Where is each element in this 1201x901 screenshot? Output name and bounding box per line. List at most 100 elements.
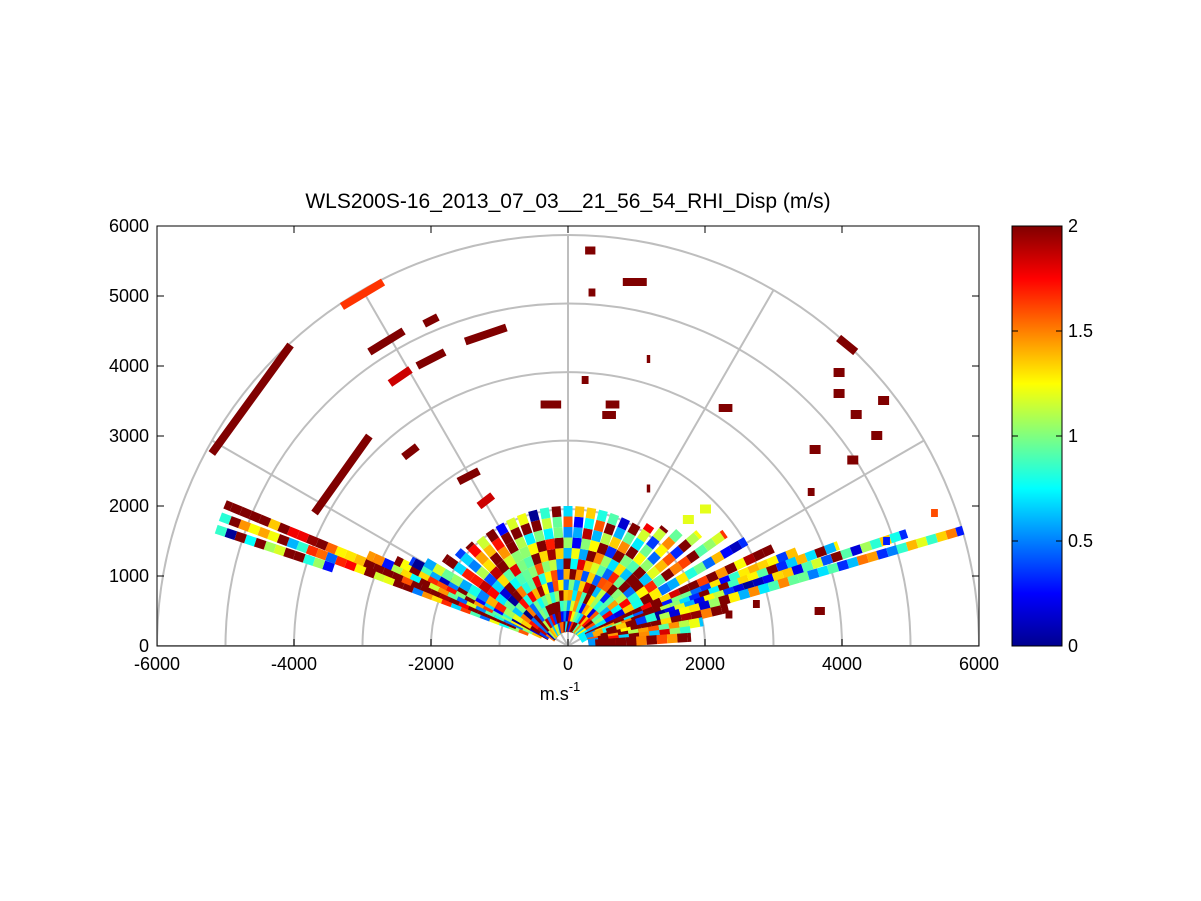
range-gate-cell	[325, 552, 338, 565]
range-gate-cell	[642, 523, 655, 534]
range-gate-cell	[483, 543, 497, 558]
range-gate-cell	[718, 574, 732, 588]
range-gate-cell	[606, 584, 620, 598]
range-gate-cell	[276, 534, 290, 547]
range-gate-cell	[510, 526, 523, 541]
range-gate-cell	[785, 556, 799, 569]
range-gate-cell	[515, 599, 529, 614]
range-gate-cell	[528, 509, 540, 523]
x-tick-label: -6000	[134, 654, 180, 674]
range-gate-cell	[719, 545, 734, 559]
range-gate-cell	[392, 577, 406, 590]
range-gate-cell	[756, 567, 770, 580]
range-gate-cell	[504, 580, 518, 595]
range-gate-cell	[576, 559, 588, 571]
range-gate-cell	[724, 562, 738, 575]
range-gate-cell	[497, 545, 511, 560]
range-gate-cell	[516, 584, 530, 598]
range-gate-cell	[925, 533, 939, 546]
range-gate-cell	[660, 617, 673, 629]
range-gate-cell	[688, 603, 701, 615]
range-gate-cell	[465, 541, 475, 551]
x-axis-label: m.s-1	[540, 679, 581, 704]
range-gate-cell	[717, 581, 731, 594]
range-gate-cell	[496, 560, 510, 574]
scattered-cell	[476, 492, 496, 510]
range-gate-cell	[437, 583, 451, 597]
range-gate-cell	[777, 577, 790, 589]
range-gate-cell	[582, 582, 595, 595]
range-gate-cell	[253, 537, 267, 550]
range-gate-cell	[613, 563, 627, 577]
scattered-cell	[422, 313, 440, 328]
scattered-cell	[847, 455, 859, 465]
range-gate-cell	[514, 536, 528, 550]
range-gate-cell	[801, 560, 814, 573]
range-gate-cell	[635, 586, 650, 600]
range-gate-cell	[648, 587, 663, 601]
range-gate-cell	[659, 628, 671, 639]
range-gate-cell	[737, 588, 751, 601]
range-gate-cell	[733, 557, 747, 571]
range-gate-cell	[652, 527, 667, 542]
range-gate-cell	[627, 592, 641, 606]
range-gate-cell	[334, 555, 348, 568]
range-gate-cell	[605, 638, 617, 646]
range-gate-cell	[711, 531, 725, 546]
range-gate-cell	[402, 580, 416, 593]
range-gate-cell	[419, 574, 433, 588]
range-gate-cell	[732, 583, 746, 596]
range-gate-cell	[431, 591, 445, 604]
range-gate-cell	[503, 605, 517, 619]
range-gate-cell	[859, 541, 873, 553]
range-gate-cell	[518, 595, 533, 610]
range-gate-cell	[630, 579, 645, 594]
range-gate-cell	[595, 588, 610, 603]
range-gate-cell	[627, 522, 641, 537]
range-gate-cell	[625, 619, 638, 631]
range-gate-cell	[409, 570, 423, 584]
range-gate-cell	[607, 599, 621, 614]
range-gate-cell	[622, 531, 636, 546]
range-gate-cell	[363, 557, 377, 571]
range-gate-cell	[315, 538, 329, 551]
range-gate-cell	[526, 588, 541, 603]
range-gate-cell	[677, 556, 692, 570]
scattered-cell	[456, 467, 481, 486]
y-tick-label: 2000	[109, 496, 149, 516]
range-gate-cell	[610, 604, 624, 618]
scattered-cell	[850, 410, 862, 419]
range-gate-cell	[617, 540, 631, 555]
range-gate-cell	[263, 541, 277, 553]
range-gate-cell	[702, 537, 717, 552]
range-gate-cell	[505, 540, 519, 555]
range-gate-cell	[830, 550, 844, 563]
range-gate-cell	[296, 541, 309, 554]
range-gate-cell	[668, 588, 682, 602]
chart-title: WLS200S-16_2013_07_03__21_56_54_RHI_Disp…	[305, 190, 830, 213]
range-gate-cell	[606, 558, 620, 573]
range-gate-cell	[495, 592, 509, 606]
range-gate-cell	[775, 560, 789, 573]
range-gate-cell	[955, 525, 965, 537]
range-gate-cell	[905, 539, 919, 551]
range-gate-cell	[305, 544, 319, 557]
range-gate-cell	[520, 522, 533, 536]
range-gate-cell	[747, 563, 761, 576]
range-gate-cell	[599, 592, 614, 606]
range-gate-cell	[710, 605, 723, 617]
range-gate-cell	[644, 612, 658, 625]
range-gate-cell	[244, 534, 257, 547]
range-gate-cell	[486, 586, 501, 600]
range-gate-cell	[677, 632, 688, 643]
range-gate-cell	[495, 522, 509, 537]
range-gate-cell	[390, 562, 405, 575]
range-gate-cell	[935, 530, 948, 543]
range-gate-cell	[267, 530, 280, 543]
x-tick-label: -4000	[271, 654, 317, 674]
range-gate-cell	[810, 557, 824, 570]
range-gate-cell	[945, 527, 958, 540]
range-gate-cell	[728, 540, 743, 554]
range-gate-cell	[610, 588, 625, 603]
range-gate-cell	[622, 586, 637, 600]
